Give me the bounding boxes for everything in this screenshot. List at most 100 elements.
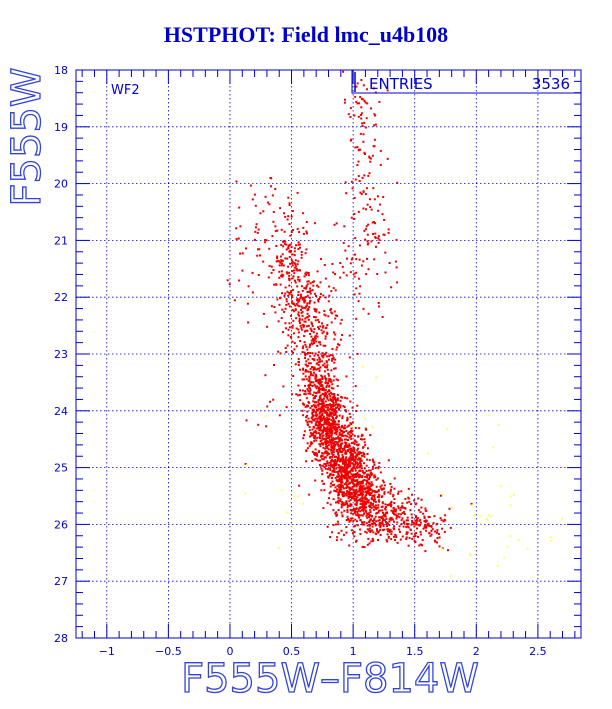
data-point	[345, 441, 348, 444]
data-point	[297, 301, 300, 304]
data-point	[308, 420, 311, 423]
data-point	[329, 463, 332, 466]
data-point	[280, 489, 283, 492]
data-point	[399, 538, 402, 541]
data-point	[313, 307, 316, 310]
data-point	[321, 419, 324, 422]
data-point	[415, 521, 418, 524]
data-point	[361, 433, 364, 436]
data-point	[361, 482, 364, 485]
data-point	[331, 415, 334, 418]
data-point	[292, 375, 295, 377]
data-point	[368, 156, 371, 159]
data-point	[411, 521, 414, 524]
data-point	[313, 359, 316, 362]
data-point	[322, 438, 325, 441]
data-point	[295, 317, 298, 320]
data-point	[325, 410, 328, 413]
data-point	[336, 399, 339, 402]
data-point	[400, 513, 403, 516]
data-point	[283, 294, 286, 297]
data-point	[344, 427, 347, 430]
data-point	[446, 428, 449, 430]
data-point	[374, 467, 377, 470]
data-point	[331, 446, 334, 448]
data-point	[367, 312, 370, 315]
data-point	[428, 516, 431, 518]
y-tick-label: 21	[54, 234, 68, 247]
data-point	[315, 431, 318, 434]
data-point	[395, 517, 398, 520]
data-point	[356, 464, 359, 467]
data-point	[443, 530, 446, 533]
data-point	[360, 497, 363, 500]
data-point	[397, 513, 400, 515]
data-point	[337, 435, 340, 438]
data-point	[367, 513, 370, 516]
data-point	[370, 506, 373, 509]
data-point	[290, 215, 293, 218]
data-point	[372, 522, 375, 525]
data-point	[350, 473, 353, 476]
data-point	[386, 89, 389, 92]
data-point	[317, 432, 320, 435]
data-point	[381, 495, 384, 498]
data-point	[258, 248, 261, 251]
data-point	[237, 237, 240, 240]
data-point	[314, 404, 317, 407]
data-point	[346, 449, 349, 452]
data-point	[313, 354, 316, 357]
data-point	[334, 431, 337, 434]
data-point	[424, 521, 427, 524]
data-point	[336, 406, 339, 409]
data-point	[313, 336, 316, 339]
data-point	[347, 450, 350, 453]
data-point	[331, 383, 334, 386]
data-point	[327, 379, 330, 382]
data-point	[321, 332, 324, 335]
data-point	[333, 465, 336, 468]
data-point	[300, 328, 303, 331]
data-point	[308, 390, 311, 393]
data-point	[290, 290, 293, 293]
data-point	[306, 348, 309, 351]
data-point	[304, 370, 307, 373]
data-point	[357, 115, 360, 118]
data-point	[390, 286, 393, 289]
data-point	[304, 320, 307, 323]
data-point	[372, 465, 374, 468]
data-point	[361, 122, 364, 125]
data-point	[370, 522, 373, 525]
data-point	[318, 327, 320, 330]
data-point	[335, 411, 338, 413]
data-points	[226, 70, 563, 577]
data-point	[275, 245, 278, 247]
data-point	[362, 479, 364, 482]
data-point	[366, 88, 368, 91]
data-point	[366, 257, 368, 260]
data-point	[319, 381, 322, 384]
data-point	[299, 399, 302, 402]
data-point	[312, 331, 315, 334]
data-point	[308, 429, 311, 432]
data-point	[330, 387, 333, 390]
data-point	[329, 414, 332, 417]
data-point	[355, 473, 357, 475]
data-point	[383, 218, 386, 221]
data-point	[441, 493, 444, 496]
data-point	[281, 292, 283, 295]
data-point	[315, 417, 318, 420]
x-tick-label: −1	[99, 645, 115, 658]
data-point	[372, 495, 375, 497]
data-point	[327, 382, 329, 385]
data-point	[294, 304, 297, 307]
data-point	[328, 385, 330, 388]
data-point	[351, 458, 354, 461]
data-point	[330, 424, 333, 427]
data-point	[331, 455, 334, 458]
data-point	[293, 250, 296, 253]
data-point	[301, 318, 304, 321]
data-point	[336, 451, 339, 454]
data-point	[314, 352, 317, 355]
data-point	[369, 531, 372, 533]
